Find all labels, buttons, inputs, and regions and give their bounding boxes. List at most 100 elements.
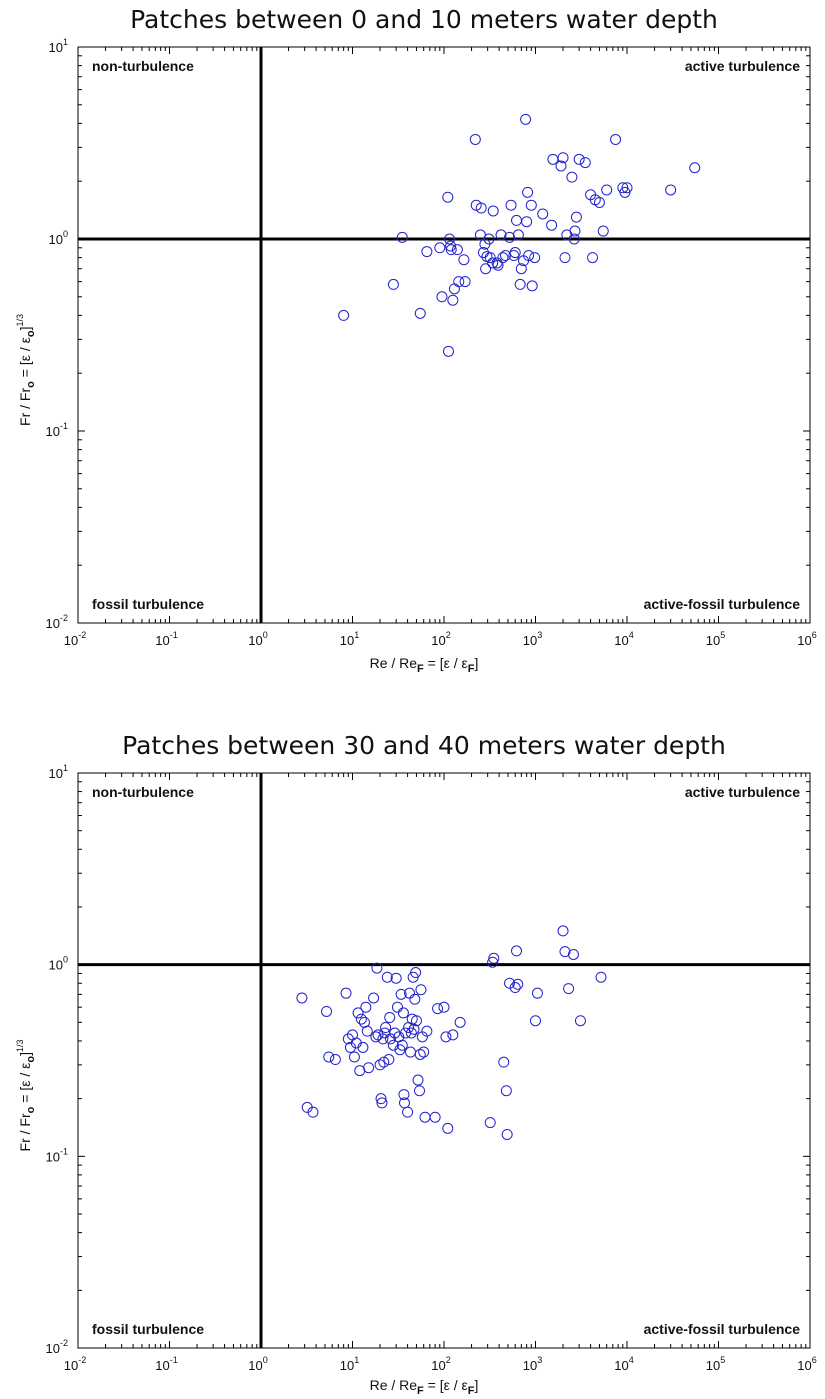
data-point [487,956,499,968]
data-point [357,1041,369,1053]
data-point [409,993,421,1005]
data-point [475,202,487,214]
data-point [402,1106,414,1118]
data-point [520,113,532,125]
y-tick-label: 10-1 [46,1146,68,1164]
data-point [458,254,470,266]
x-tick-label: 10-2 [64,1355,86,1373]
data-point [444,233,456,245]
data-point [375,1093,387,1105]
x-axis-label: Re / ReF = [ε / εF] [370,1377,479,1397]
y-axis-label: Fr / Fro = [ε / εo]1/3 [15,314,37,426]
data-point [377,1033,389,1045]
data-point [563,983,575,995]
data-point [484,252,496,264]
x-tick-label: 102 [431,1355,450,1373]
data-point [404,1046,416,1058]
quadrant-label-bottom-right: active-fossil turbulence [644,596,801,612]
y-tick-label: 10-1 [46,421,68,439]
data-point [511,214,523,226]
data-point [566,171,578,183]
x-tick-label: 106 [797,630,816,648]
x-tick-label: 100 [248,1355,267,1373]
data-point [459,276,471,288]
data-point [499,250,511,262]
data-point [495,229,507,241]
data-point [512,229,524,241]
data-point [595,971,607,983]
data-point [665,184,677,196]
data-point [419,1111,431,1123]
data-point [323,1051,335,1063]
data-point [525,199,537,211]
data-point [412,1074,424,1086]
data-point [555,160,567,172]
data-point [355,1013,367,1025]
data-point [509,982,521,994]
data-point [515,263,527,275]
data-point [410,967,422,979]
data-point [573,153,585,165]
data-point [521,216,533,228]
data-point [391,1001,403,1013]
y-tick-label: 100 [49,955,68,973]
data-point [383,1054,395,1066]
data-point [361,1025,373,1037]
data-point [387,278,399,290]
data-point [498,1056,510,1068]
data-point [421,246,433,258]
y-tick-label: 10-2 [46,1338,68,1356]
data-point [447,1029,459,1041]
data-point [329,1054,341,1066]
data-point [574,1015,586,1027]
data-point [523,250,535,262]
x-tick-label: 101 [340,630,359,648]
data-point [415,984,427,996]
data-point [484,1117,496,1129]
data-point [434,242,446,254]
data-point [597,225,609,237]
data-point [601,184,613,196]
x-tick-label: 10-2 [64,630,86,648]
data-point [344,1041,356,1053]
data-point [410,1015,422,1027]
quadrant-label-bottom-right: active-fossil turbulence [644,1321,801,1337]
data-point [398,1089,410,1101]
data-point [321,1005,333,1017]
data-point [531,987,543,999]
quadrant-label-bottom-left: fossil turbulence [92,596,204,612]
data-points [296,925,607,1140]
data-point [389,1027,401,1039]
data-point [421,1025,433,1037]
data-point [526,280,538,292]
data-point [497,252,509,264]
data-point [348,1051,360,1063]
data-point [371,962,383,974]
data-point [397,1007,409,1019]
data-point [530,1015,541,1027]
data-point [487,257,499,269]
data-point [500,1085,512,1097]
data-point [593,196,605,208]
x-tick-label: 106 [797,1355,816,1373]
data-point [432,1003,444,1015]
data-point [505,199,517,211]
data-point [453,276,465,288]
data-point [448,283,460,295]
x-tick-label: 10-1 [155,1355,177,1373]
x-tick-label: 105 [706,630,725,648]
x-tick-label: 104 [614,1355,633,1373]
chart-panel-2: Patches between 30 and 40 meters water d… [15,731,817,1397]
data-point [396,231,408,243]
chart-panel-1: Patches between 0 and 10 meters water de… [15,5,817,675]
y-axis-label: Fr / Fro = [ε / εo]1/3 [15,1040,37,1152]
data-point [395,988,407,1000]
data-point [579,157,591,169]
data-point [378,1056,390,1068]
x-tick-label: 10-1 [155,630,177,648]
data-point [512,978,524,990]
x-tick-label: 101 [340,1355,359,1373]
data-point [381,971,393,983]
data-point [414,1085,426,1097]
data-point [360,1001,372,1013]
